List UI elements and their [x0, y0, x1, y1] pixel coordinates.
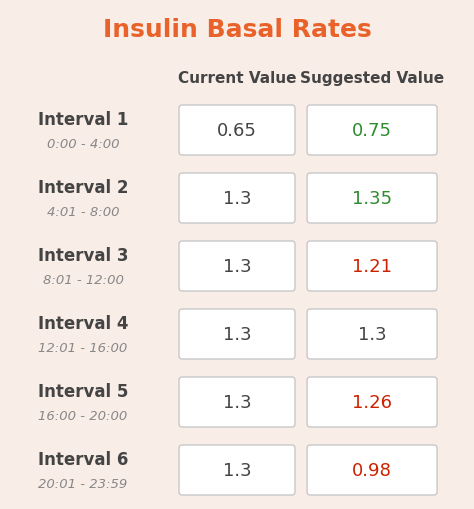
- Text: Insulin Basal Rates: Insulin Basal Rates: [103, 18, 371, 42]
- Text: 1.3: 1.3: [223, 258, 251, 276]
- Text: 0.65: 0.65: [217, 122, 257, 140]
- Text: Interval 2: Interval 2: [38, 179, 128, 197]
- Text: 16:00 - 20:00: 16:00 - 20:00: [38, 410, 128, 422]
- Text: Interval 6: Interval 6: [38, 451, 128, 469]
- FancyBboxPatch shape: [307, 377, 437, 427]
- FancyBboxPatch shape: [179, 173, 295, 223]
- Text: 20:01 - 23:59: 20:01 - 23:59: [38, 477, 128, 491]
- Text: 0.98: 0.98: [352, 462, 392, 480]
- FancyBboxPatch shape: [179, 377, 295, 427]
- Text: 0.75: 0.75: [352, 122, 392, 140]
- Text: Interval 1: Interval 1: [38, 111, 128, 129]
- FancyBboxPatch shape: [179, 445, 295, 495]
- Text: 1.3: 1.3: [223, 462, 251, 480]
- FancyBboxPatch shape: [179, 309, 295, 359]
- Text: 1.3: 1.3: [223, 326, 251, 344]
- Text: Interval 3: Interval 3: [38, 247, 128, 265]
- Text: 4:01 - 8:00: 4:01 - 8:00: [47, 206, 119, 218]
- FancyBboxPatch shape: [307, 445, 437, 495]
- Text: 1.3: 1.3: [223, 394, 251, 412]
- Text: Suggested Value: Suggested Value: [300, 71, 444, 86]
- Text: Current Value: Current Value: [178, 71, 296, 86]
- Text: 12:01 - 16:00: 12:01 - 16:00: [38, 342, 128, 354]
- Text: 8:01 - 12:00: 8:01 - 12:00: [43, 273, 123, 287]
- Text: Interval 5: Interval 5: [38, 383, 128, 401]
- FancyBboxPatch shape: [179, 241, 295, 291]
- FancyBboxPatch shape: [307, 309, 437, 359]
- FancyBboxPatch shape: [307, 173, 437, 223]
- Text: 1.3: 1.3: [223, 190, 251, 208]
- FancyBboxPatch shape: [307, 241, 437, 291]
- Text: 1.26: 1.26: [352, 394, 392, 412]
- FancyBboxPatch shape: [307, 105, 437, 155]
- Text: Interval 4: Interval 4: [38, 315, 128, 333]
- Text: 0:00 - 4:00: 0:00 - 4:00: [47, 137, 119, 151]
- FancyBboxPatch shape: [179, 105, 295, 155]
- Text: 1.35: 1.35: [352, 190, 392, 208]
- Text: 1.3: 1.3: [358, 326, 386, 344]
- Text: 1.21: 1.21: [352, 258, 392, 276]
